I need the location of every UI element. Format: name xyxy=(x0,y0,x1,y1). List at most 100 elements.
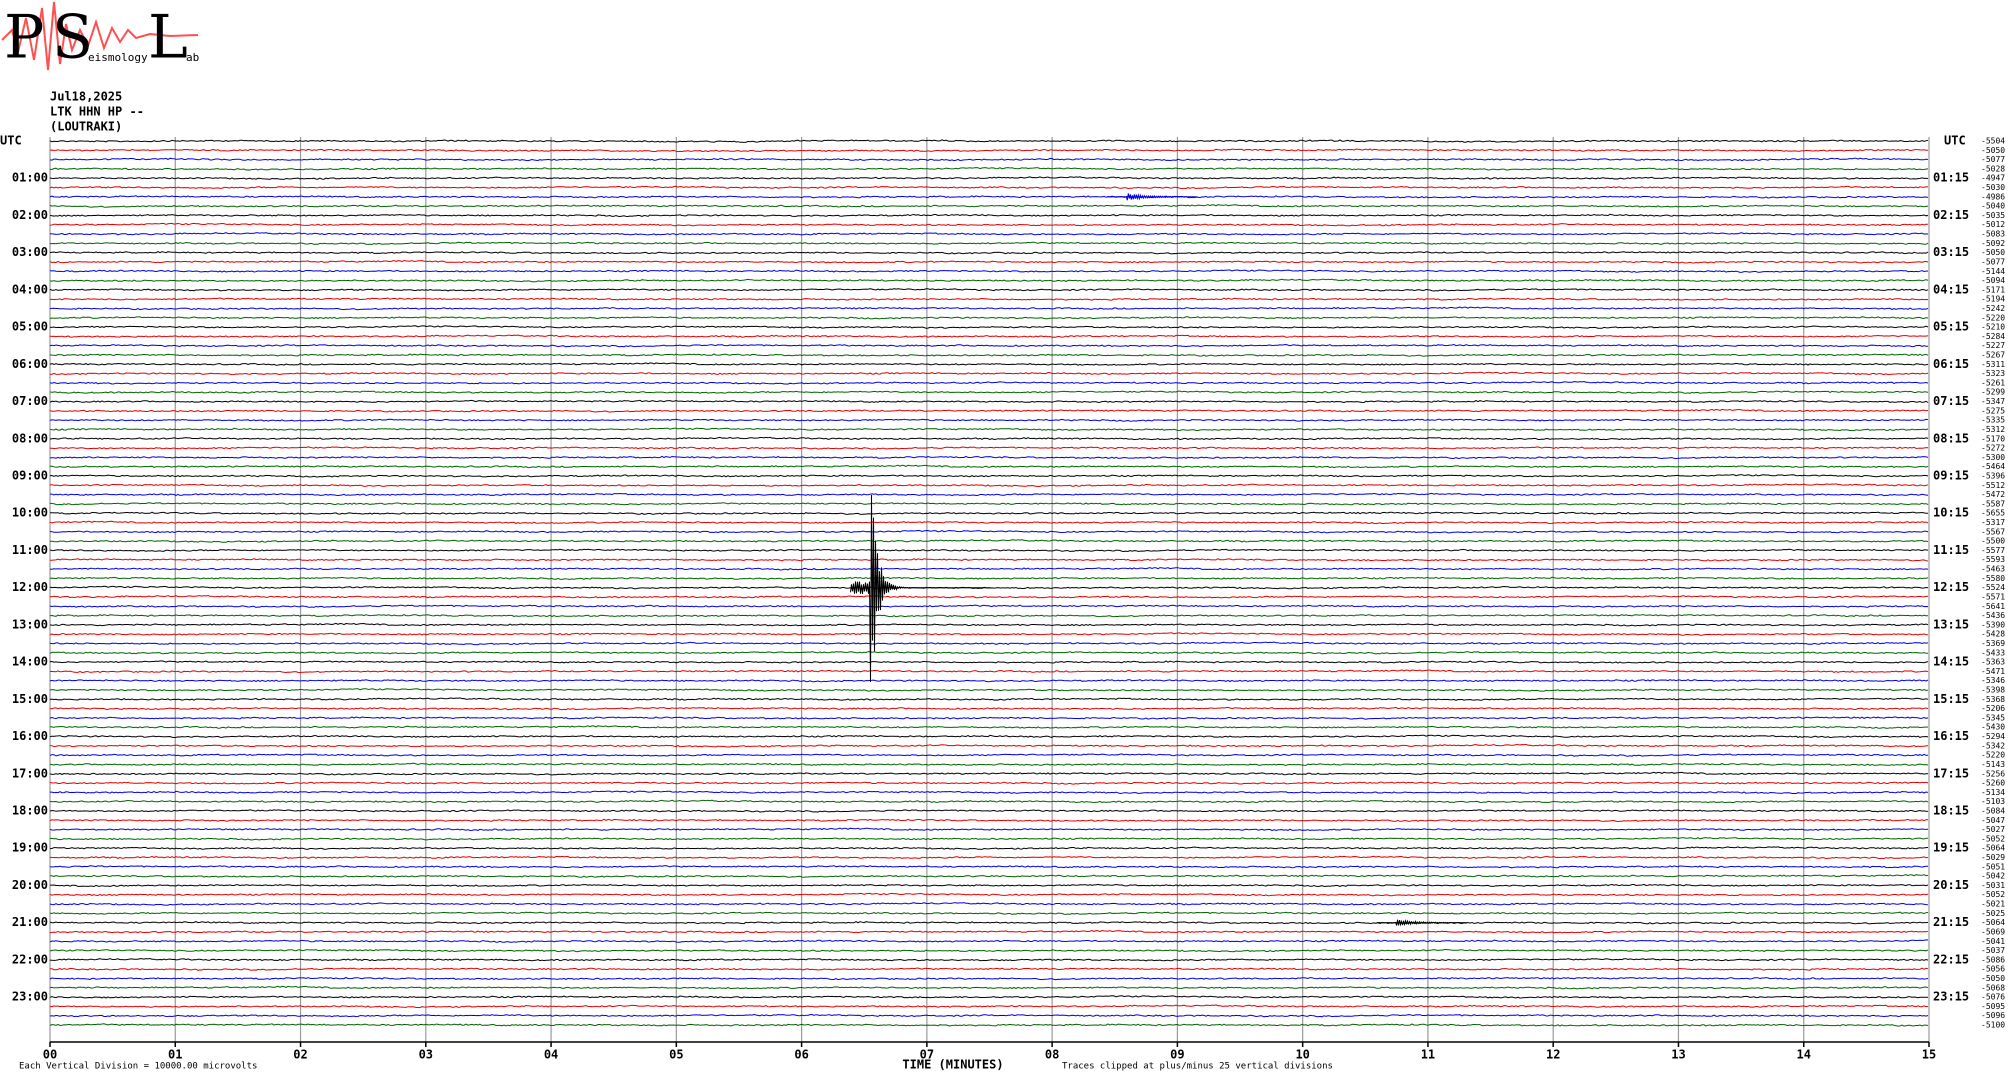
row-label-right: 03:15 xyxy=(1933,245,1969,259)
row-label-left: 03:00 xyxy=(12,245,48,259)
trace xyxy=(49,1013,1929,1018)
trace xyxy=(50,790,1929,795)
trace xyxy=(49,743,1929,748)
trace-offset: -5524 xyxy=(1981,583,2005,592)
trace-offset: -5051 xyxy=(1981,862,2005,871)
trace xyxy=(49,353,1929,357)
row-label-right: 06:15 xyxy=(1933,357,1969,371)
trace-offset: -5299 xyxy=(1981,388,2005,397)
trace-offset: -5655 xyxy=(1981,509,2005,518)
trace xyxy=(49,809,1929,813)
trace xyxy=(49,1004,1929,1009)
row-label-left: 01:00 xyxy=(12,171,48,185)
trace-offset: -5084 xyxy=(1981,806,2005,815)
row-label-left: 16:00 xyxy=(12,729,48,743)
trace-offset: -5272 xyxy=(1981,444,2005,453)
trace xyxy=(49,259,1929,264)
trace xyxy=(49,288,1929,292)
row-label-left: 21:00 xyxy=(12,915,48,929)
row-label-left: 07:00 xyxy=(12,394,48,408)
logo-word: ab xyxy=(186,51,199,64)
row-label-right: 04:15 xyxy=(1933,282,1969,296)
trace xyxy=(49,306,1929,311)
trace-offset: -5220 xyxy=(1981,751,2005,760)
trace-offset: -5464 xyxy=(1981,462,2005,471)
trace-offset: -5641 xyxy=(1981,602,2005,611)
row-label-left: UTC xyxy=(0,134,22,148)
trace xyxy=(49,529,1929,534)
row-label-right: 09:15 xyxy=(1933,468,1969,482)
trace xyxy=(50,558,1929,562)
row-label-left: 20:00 xyxy=(12,878,48,892)
row-label-right: 19:15 xyxy=(1933,841,1969,855)
row-label-right: 18:15 xyxy=(1933,803,1969,817)
trace-offset: -5052 xyxy=(1981,890,2005,899)
row-label-left: 23:00 xyxy=(12,990,48,1004)
row-label-right: 01:15 xyxy=(1933,171,1969,185)
trace-offset: -5580 xyxy=(1981,574,2005,583)
row-label-right: 22:15 xyxy=(1933,952,1969,966)
row-label-right: 23:15 xyxy=(1933,990,1969,1004)
trace xyxy=(50,967,1929,971)
trace-offset: -5261 xyxy=(1981,378,2005,387)
trace xyxy=(49,818,1928,823)
trace xyxy=(49,976,1929,981)
trace xyxy=(49,548,1929,553)
trace-offset: -5567 xyxy=(1981,527,2005,536)
trace-offset: -5040 xyxy=(1981,202,2005,211)
trace-offset: -5294 xyxy=(1981,732,2005,741)
row-label-left: 08:00 xyxy=(12,431,48,445)
trace-offset: -5363 xyxy=(1981,658,2005,667)
row-label-left: 15:00 xyxy=(12,692,48,706)
trace xyxy=(49,222,1928,227)
x-tick-label: 02 xyxy=(293,1048,307,1062)
x-tick-label: 05 xyxy=(669,1048,683,1062)
trace-offset: -5094 xyxy=(1981,276,2005,285)
trace xyxy=(49,985,1929,990)
row-label-right: 15:15 xyxy=(1933,692,1969,706)
trace-offset: -5275 xyxy=(1981,406,2005,415)
trace-offset: -5052 xyxy=(1981,834,2005,843)
trace xyxy=(49,139,1929,143)
trace xyxy=(49,436,1929,441)
trace-offset: -5323 xyxy=(1981,369,2005,378)
x-tick-label: 01 xyxy=(168,1048,182,1062)
trace xyxy=(49,390,1929,394)
trace xyxy=(49,185,1929,190)
trace-offset: -5210 xyxy=(1981,323,2005,332)
trace-offset: -5500 xyxy=(1981,537,2005,546)
trace xyxy=(49,483,1929,488)
trace xyxy=(49,995,1929,999)
trace xyxy=(49,929,1929,934)
x-tick-label: 03 xyxy=(419,1048,433,1062)
trace-offset: -5206 xyxy=(1981,704,2005,713)
trace-offset: -5512 xyxy=(1981,481,2005,490)
trace xyxy=(49,148,1929,153)
trace xyxy=(49,362,1929,366)
trace-offset: -5346 xyxy=(1981,676,2005,685)
trace-offset: -5311 xyxy=(1981,360,2005,369)
logo-letter: P xyxy=(4,3,44,73)
trace-offset: -5242 xyxy=(1981,304,2005,313)
row-label-right: UTC xyxy=(1944,134,1966,148)
x-tick-label: 08 xyxy=(1045,1048,1059,1062)
x-tick-label: 15 xyxy=(1922,1048,1936,1062)
row-label-left: 13:00 xyxy=(12,617,48,631)
trace xyxy=(49,251,1929,255)
trace xyxy=(49,502,1929,506)
trace-offset: -5029 xyxy=(1981,853,2005,862)
trace xyxy=(49,622,1929,627)
trace xyxy=(49,427,1929,432)
row-label-left: 18:00 xyxy=(12,803,48,817)
x-tick-label: 14 xyxy=(1797,1048,1811,1062)
trace-offset: -5260 xyxy=(1981,779,2005,788)
trace xyxy=(49,380,1929,385)
trace-offset: -5077 xyxy=(1981,257,2005,266)
trace xyxy=(49,651,1928,655)
trace-offset: -5083 xyxy=(1981,230,2005,239)
trace-offset: -5037 xyxy=(1981,946,2005,955)
row-label-right: 14:15 xyxy=(1933,655,1969,669)
row-label-left: 06:00 xyxy=(12,357,48,371)
trace-offset: -5021 xyxy=(1981,900,2005,909)
trace-offset: -5368 xyxy=(1981,695,2005,704)
